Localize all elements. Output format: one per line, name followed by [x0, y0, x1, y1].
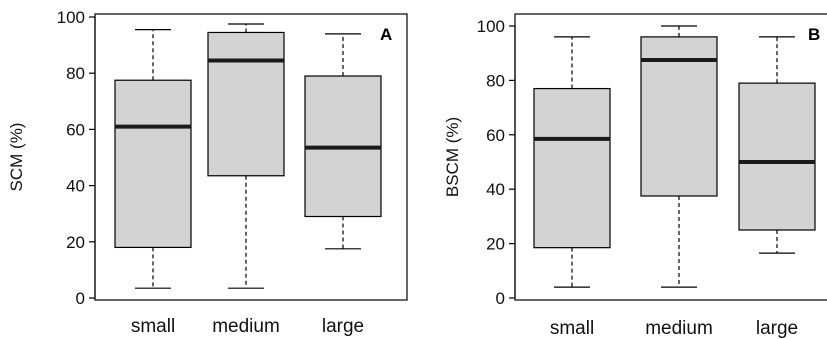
x-axis: small medium large [131, 316, 364, 337]
y-tick-label: 100 [477, 17, 505, 36]
box-medium [640, 25, 718, 288]
y-tick-label: 20 [66, 233, 85, 252]
y-tick-label: 60 [66, 120, 85, 139]
y-tick-label: 0 [76, 289, 85, 308]
x-axis: small medium large [550, 318, 798, 339]
x-category-label: medium [645, 318, 713, 339]
box-small [533, 36, 611, 288]
y-axis: 0 20 40 60 80 100 [57, 8, 96, 308]
iqr-box [533, 87, 611, 249]
iqr-box [207, 31, 285, 177]
y-tick-label: 100 [57, 8, 85, 27]
x-category-label: large [756, 318, 798, 339]
y-tick-label: 60 [486, 126, 505, 145]
x-category-label: medium [212, 316, 280, 337]
boxes [533, 25, 816, 288]
x-category-label: small [550, 318, 594, 339]
box-large [738, 36, 816, 254]
y-tick-label: 40 [66, 177, 85, 196]
y-tick-label: 0 [496, 289, 505, 308]
y-tick-label: 80 [66, 64, 85, 83]
box-medium [207, 23, 285, 289]
y-tick-label: 40 [486, 180, 505, 199]
y-axis-title: BSCM (%) [443, 117, 462, 197]
y-axis: 0 20 40 60 80 100 [477, 17, 516, 308]
y-tick-label: 20 [486, 235, 505, 254]
iqr-box [114, 79, 192, 249]
x-category-label: large [322, 316, 364, 337]
box-small [114, 29, 192, 289]
panel-letter: A [380, 25, 392, 44]
x-category-label: small [131, 316, 175, 337]
box-large [304, 33, 382, 250]
boxes [114, 23, 382, 289]
y-axis-title: SCM (%) [7, 123, 26, 192]
panel-letter: B [808, 25, 820, 44]
panel-a: A SCM (%) 0 20 40 60 80 100 small medium large [7, 8, 408, 337]
panel-b: B BSCM (%) 0 20 40 60 80 100 small medium large [443, 13, 827, 339]
iqr-box [640, 36, 718, 197]
iqr-box [738, 82, 816, 231]
y-tick-label: 80 [486, 71, 505, 90]
